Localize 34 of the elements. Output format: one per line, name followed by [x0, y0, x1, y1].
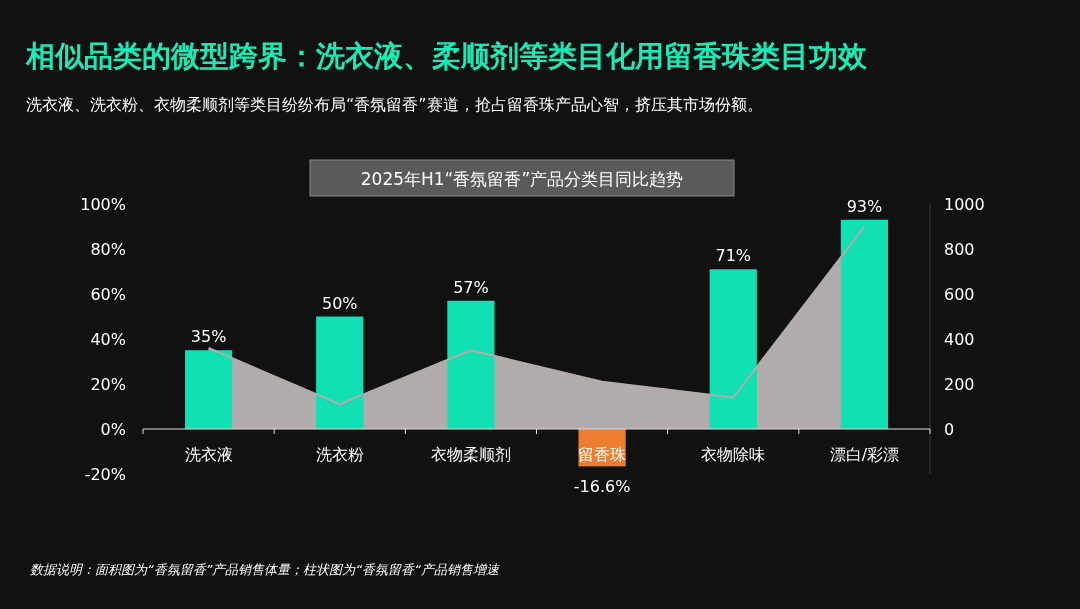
chart-subtitle: 洗衣液、洗衣粉、衣物柔顺剂等类目纷纷布局“香氛留香”赛道，抢占留香珠产品心智，挤压其市场份额。 [26, 95, 763, 114]
y2-tick-label: 400 [944, 330, 975, 349]
x-tick-label: 衣物除味 [701, 445, 766, 464]
data-label: 35% [190, 327, 227, 347]
data-label: 93% [846, 196, 883, 216]
bar [316, 316, 364, 429]
x-tick-label: 洗衣粉 [315, 445, 364, 464]
data-label: 50% [321, 293, 358, 313]
y2-tick-label: 600 [944, 285, 975, 304]
bar [840, 219, 889, 429]
text: 数据说明：面积图为“香氛留香”产品销售体量；柱状图为“香氛留香“产品销售增速 [30, 562, 500, 577]
bar [447, 300, 495, 429]
y-tick-label: 20% [90, 375, 126, 394]
y-tick-label: 80% [90, 240, 126, 259]
text: 2025年H1“香氛留香”产品分类目同比趋势 [360, 169, 684, 189]
data-label: 57% [453, 277, 489, 297]
data-label: 71% [715, 246, 752, 266]
y2-tick-label: 1000 [944, 195, 985, 214]
data-label: -16.6% [573, 477, 631, 497]
y2-tick-label: 0 [944, 420, 955, 439]
y-tick-label: 60% [90, 285, 126, 304]
y-tick-label: 40% [90, 330, 126, 349]
x-tick-label: 漂白/彩漂 [829, 445, 900, 464]
y-tick-label: 100% [80, 195, 126, 214]
x-tick-label: 留香珠 [578, 445, 627, 464]
y2-tick-label: 800 [944, 240, 975, 259]
bar [709, 269, 757, 429]
chart-title: 相似品类的微型跨界：洗衣液、柔顺剂等类目化用留香珠类目功效 [25, 39, 868, 73]
x-tick-label: 衣物柔顺剂 [430, 445, 511, 464]
y-tick-label: -20% [84, 465, 126, 484]
y2-tick-label: 200 [944, 375, 975, 394]
x-tick-label: 洗衣液 [184, 445, 233, 464]
bar [184, 350, 233, 429]
y-tick-label: 0% [100, 420, 126, 439]
